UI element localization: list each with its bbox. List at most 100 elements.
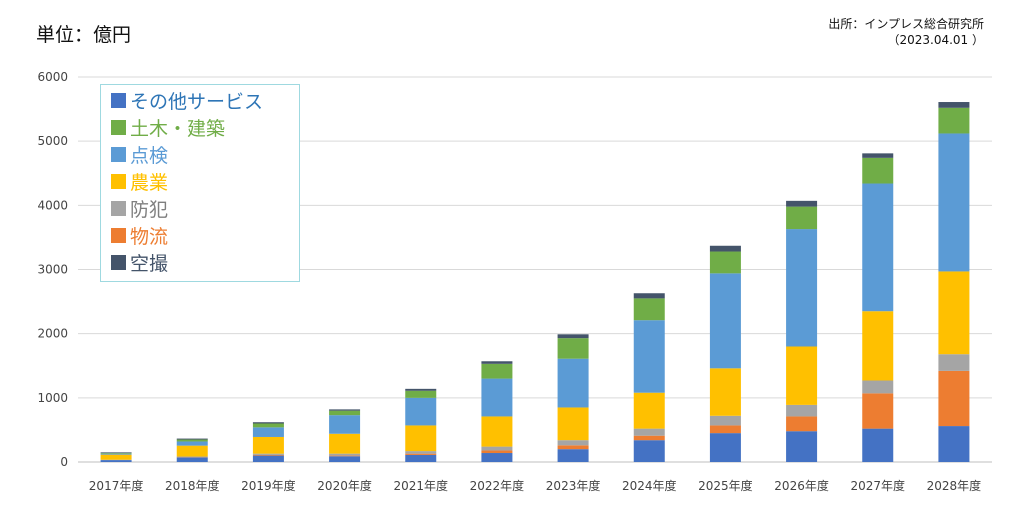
bar-segment — [405, 425, 437, 452]
bar-segment — [786, 416, 818, 432]
bar-segment — [176, 441, 208, 446]
bar-segment — [176, 457, 208, 462]
bar-segment — [633, 298, 665, 321]
bar-segment — [786, 200, 818, 207]
legend-swatch — [111, 120, 126, 135]
bar-segment — [252, 436, 284, 454]
bar-segment — [938, 370, 970, 427]
x-tick-label: 2023年度 — [546, 478, 601, 493]
bar-segment — [709, 433, 741, 462]
bar-segment — [252, 453, 284, 455]
bar-segment — [557, 338, 589, 359]
bar-segment — [405, 453, 437, 455]
legend-item: 防犯 — [111, 195, 299, 222]
y-tick-label: 3000 — [37, 263, 68, 277]
bar-segment — [481, 453, 513, 462]
bar-segment — [557, 449, 589, 462]
y-tick-label: 1000 — [37, 391, 68, 405]
x-tick-label: 2017年度 — [89, 478, 144, 493]
x-tick-label: 2026年度 — [774, 478, 829, 493]
y-tick-label: 2000 — [37, 327, 68, 341]
bar-segment — [709, 251, 741, 274]
bar-segment — [709, 425, 741, 434]
x-tick-label: 2022年度 — [470, 478, 525, 493]
bar-segment — [938, 426, 970, 462]
y-tick-label: 0 — [60, 455, 68, 469]
bar-segment — [786, 206, 818, 230]
bar-segment — [252, 422, 284, 424]
legend-swatch — [111, 147, 126, 162]
bar-segment — [252, 454, 284, 456]
bar-segment — [176, 456, 208, 458]
bar-segment — [862, 428, 894, 462]
bar-segment — [938, 354, 970, 371]
bar-segment — [709, 368, 741, 416]
bar-segment — [862, 153, 894, 158]
legend-item: その他サービス — [111, 87, 299, 114]
bar-segment — [557, 358, 589, 408]
bar-segment — [329, 433, 361, 454]
x-tick-label: 2024年度 — [622, 478, 677, 493]
chart-legend: その他サービス 土木・建築 点検 農業防犯 物流 空撮 — [100, 84, 300, 282]
legend-label: その他サービス — [130, 91, 264, 113]
bar-segment — [938, 102, 970, 108]
bar-segment — [252, 423, 284, 428]
bar-segment — [405, 397, 437, 426]
bar-segment — [633, 293, 665, 299]
bar-segment — [481, 446, 513, 451]
bar-segment — [633, 440, 665, 462]
x-tick-label: 2021年度 — [393, 478, 448, 493]
bar-segment — [862, 311, 894, 381]
legend-label: 土木・建築 — [130, 118, 226, 140]
legend-swatch — [111, 228, 126, 243]
legend-item: 物流 — [111, 222, 299, 249]
bar-segment — [862, 393, 894, 429]
bar-segment — [786, 229, 818, 347]
bar-segment — [405, 451, 437, 454]
bar-segment — [405, 390, 437, 398]
legend-swatch — [111, 174, 126, 189]
bar-segment — [633, 435, 665, 441]
bar-segment — [938, 133, 970, 272]
legend-swatch — [111, 201, 126, 216]
legend-item: 農業 — [111, 168, 299, 195]
bar-segment — [176, 438, 208, 440]
bar-segment — [100, 453, 132, 455]
bar-segment — [709, 273, 741, 369]
legend-label: 防犯 — [130, 199, 169, 221]
bar-segment — [481, 363, 513, 379]
x-tick-label: 2027年度 — [850, 478, 905, 493]
bar-segment — [176, 445, 208, 457]
bar-segment — [100, 452, 132, 454]
bar-segment — [709, 245, 741, 252]
bar-segment — [862, 380, 894, 394]
bar-segment — [557, 407, 589, 441]
bar-segment — [938, 107, 970, 134]
bar-segment — [100, 453, 132, 454]
bar-segment — [100, 454, 132, 460]
bar-segment — [176, 439, 208, 442]
bar-segment — [329, 409, 361, 411]
bar-segment — [862, 157, 894, 184]
y-tick-label: 6000 — [37, 70, 68, 84]
legend-item: 点検 — [111, 141, 299, 168]
bar-segment — [633, 392, 665, 429]
legend-swatch — [111, 255, 126, 270]
bar-segment — [557, 440, 589, 446]
x-tick-label: 2025年度 — [698, 478, 753, 493]
x-tick-label: 2028年度 — [927, 478, 982, 493]
bar-segment — [329, 456, 361, 462]
bar-segment — [329, 415, 361, 434]
bar-segment — [709, 415, 741, 426]
legend-swatch — [111, 93, 126, 108]
source-line-1: 出所：インプレス総合研究所 — [828, 17, 984, 31]
unit-label: 単位：億円 — [36, 24, 132, 46]
legend-item: 土木・建築 — [111, 114, 299, 141]
legend-item: 空撮 — [111, 249, 299, 276]
bar-segment — [786, 346, 818, 405]
bar-segment — [252, 427, 284, 437]
bar-segment — [786, 431, 818, 462]
bar-segment — [405, 454, 437, 462]
bar-segment — [633, 428, 665, 436]
